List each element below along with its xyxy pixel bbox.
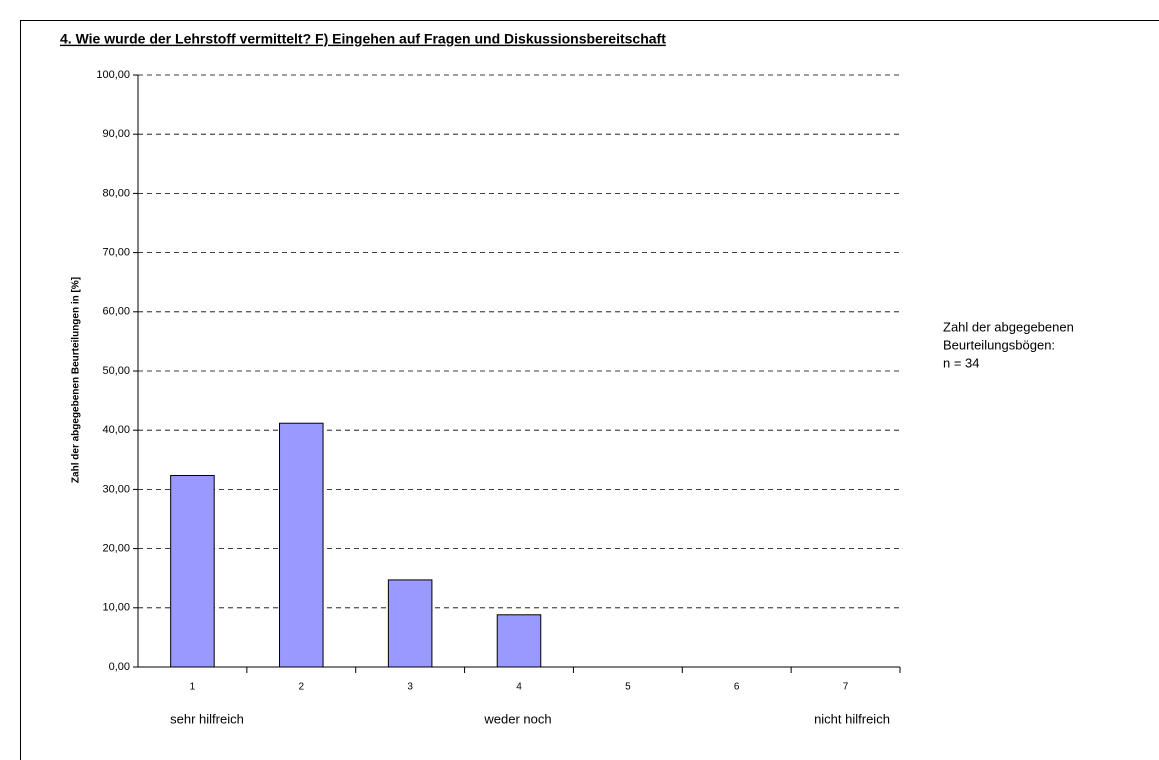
chart-title: 4. Wie wurde der Lehrstoff vermittelt? F… — [60, 31, 666, 47]
x-tick-label: 5 — [625, 682, 631, 693]
bar — [387, 579, 433, 668]
bar — [170, 474, 215, 668]
bar — [279, 422, 324, 668]
y-tick-label: 50,00 — [102, 365, 130, 377]
annotation: Zahl der abgegebenen — [943, 319, 1074, 334]
bar — [496, 614, 542, 668]
y-tick-label: 40,00 — [102, 424, 130, 436]
y-tick-label: 30,00 — [102, 483, 130, 495]
x-tick-label: 3 — [407, 682, 413, 693]
y-tick-label: 70,00 — [102, 247, 130, 259]
y-tick-label: 20,00 — [102, 543, 130, 555]
y-tick-label: 60,00 — [102, 306, 130, 318]
x-tick-label: 6 — [734, 682, 740, 693]
x-tick-label: 4 — [516, 682, 522, 693]
y-axis-label: Zahl der abgegebenen Beurteilungen in [%… — [71, 277, 82, 483]
y-tick-label: 100,00 — [96, 69, 130, 81]
x-tick-label: 1 — [190, 682, 196, 693]
x-tick-label: 7 — [843, 682, 849, 693]
scale-label: weder noch — [483, 711, 551, 726]
annotation: n = 34 — [943, 355, 980, 370]
y-tick-label: 10,00 — [102, 602, 130, 614]
y-tick-label: 90,00 — [102, 128, 130, 140]
y-tick-label: 0,00 — [109, 661, 130, 673]
y-tick-label: 80,00 — [102, 187, 130, 199]
x-tick-label: 2 — [299, 682, 305, 693]
scale-label: sehr hilfreich — [170, 711, 244, 726]
annotation: Beurteilungsbögen: — [943, 337, 1055, 352]
scale-label: nicht hilfreich — [814, 711, 890, 726]
